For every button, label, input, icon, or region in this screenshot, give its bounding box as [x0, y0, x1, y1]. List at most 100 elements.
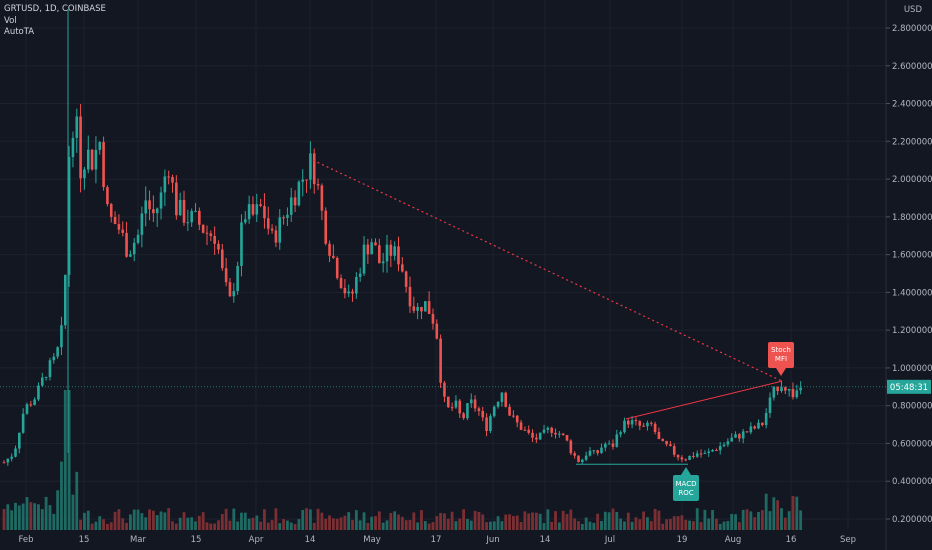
candle-body	[2, 462, 6, 464]
candle-body	[780, 387, 783, 392]
x-tick-label: Jul	[604, 535, 615, 545]
volume-bar	[339, 517, 343, 530]
volume-bar	[416, 522, 420, 530]
volume-bar	[358, 520, 362, 530]
volume-bar	[764, 493, 768, 530]
volume-bar	[10, 510, 14, 530]
volume-bar	[282, 519, 285, 530]
volume-bar	[320, 512, 324, 530]
candle-body	[10, 456, 13, 459]
candle-body	[469, 399, 473, 404]
y-tick-label: 0.600000	[892, 439, 932, 449]
candle-body	[749, 426, 753, 433]
candle-body	[531, 432, 534, 438]
volume-bar	[393, 511, 397, 530]
candle-body	[623, 420, 626, 433]
volume-bar	[569, 509, 573, 530]
volume-bar	[680, 515, 684, 530]
volume-bar	[626, 512, 630, 530]
candle-body	[370, 242, 373, 255]
volume-bar	[649, 521, 653, 530]
candle-body	[692, 455, 695, 457]
volume-bar	[14, 502, 17, 530]
candle-body	[117, 224, 121, 230]
candle-body	[592, 450, 596, 452]
candle-body	[228, 282, 232, 297]
candle-body	[515, 415, 519, 423]
candle-body	[378, 245, 381, 264]
candle-body	[102, 142, 105, 188]
candle-body	[581, 459, 584, 463]
volume-bar	[737, 522, 741, 530]
volume-bar	[653, 508, 657, 530]
volume-bar	[423, 521, 427, 530]
candle-body	[496, 402, 500, 407]
candle-body	[385, 244, 389, 262]
volume-bar	[25, 497, 29, 530]
candle-body	[324, 210, 328, 244]
volume-bar	[661, 523, 665, 530]
candle-body	[175, 182, 178, 216]
candle-body	[106, 187, 109, 205]
volume-bar	[385, 520, 389, 530]
volume-bar	[377, 511, 381, 530]
volume-bar	[695, 508, 699, 530]
candle-body	[56, 347, 59, 357]
volume-bar	[171, 521, 174, 530]
candle-body	[397, 246, 400, 265]
candle-body	[355, 277, 358, 294]
volume-bar	[201, 512, 205, 530]
last-price-badge-label: 05:48:31	[890, 383, 928, 393]
candle-body	[351, 291, 354, 294]
y-tick-label: 0.200000	[892, 515, 932, 525]
volume-bar	[768, 511, 772, 530]
x-tick-label: 17	[431, 535, 442, 545]
x-tick-label: Sep	[840, 535, 856, 545]
volume-bar	[611, 508, 615, 530]
chart-grid	[0, 0, 886, 530]
volume-bar	[71, 494, 75, 530]
volume-bar	[347, 512, 351, 530]
candle-body	[90, 149, 94, 170]
volume-bar	[557, 522, 561, 530]
volume-bar	[293, 523, 297, 530]
volume-bar	[151, 510, 155, 530]
volume-bar	[669, 518, 672, 530]
volume-bar	[370, 516, 374, 530]
candle-body	[776, 386, 779, 392]
candle-body	[83, 169, 86, 179]
volume-bar	[182, 512, 186, 530]
volume-bar	[351, 519, 354, 530]
volume-bar	[121, 518, 125, 530]
candle-body	[634, 420, 638, 422]
candle-body	[217, 243, 220, 250]
volume-bar	[408, 520, 412, 530]
volume-bar	[297, 519, 301, 530]
candle-body	[588, 450, 592, 456]
sell-signal-badge	[768, 342, 794, 368]
candle-body	[649, 422, 653, 424]
volume-bar	[397, 514, 400, 530]
volume-bar	[29, 502, 33, 530]
y-tick-label: 2.600000	[892, 62, 932, 72]
candle-body	[152, 209, 155, 214]
volume-bar	[94, 521, 98, 530]
volume-bar	[523, 511, 527, 530]
volume-indicator-label: Vol	[4, 15, 17, 26]
volume-bar	[132, 509, 136, 530]
volume-bar	[106, 523, 109, 530]
volume-bar	[255, 515, 259, 530]
volume-bar	[592, 522, 596, 530]
volume-bar	[757, 511, 760, 530]
candle-body	[565, 435, 569, 441]
x-tick-label: Jun	[485, 535, 499, 545]
candle-body	[435, 323, 439, 339]
chart-legend: GRTUSD, 1D, COINBASE Vol AutoTA	[4, 4, 106, 39]
candle-body	[44, 377, 48, 379]
candle-body	[672, 446, 676, 455]
candle-body	[680, 457, 684, 460]
volume-bar	[577, 521, 580, 530]
volume-bar	[243, 512, 247, 530]
volume-bar	[113, 511, 117, 530]
